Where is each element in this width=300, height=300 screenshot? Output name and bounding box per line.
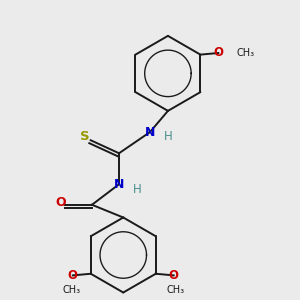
Text: H: H — [133, 183, 141, 196]
Text: CH₃: CH₃ — [236, 48, 254, 58]
Text: H: H — [164, 130, 172, 143]
Text: CH₃: CH₃ — [166, 285, 184, 295]
Text: CH₃: CH₃ — [62, 285, 80, 295]
Text: O: O — [55, 196, 66, 209]
Text: S: S — [80, 130, 90, 143]
Text: O: O — [68, 269, 78, 282]
Text: O: O — [213, 46, 223, 59]
Text: N: N — [145, 126, 155, 139]
Text: N: N — [114, 178, 124, 191]
Text: O: O — [169, 269, 179, 282]
